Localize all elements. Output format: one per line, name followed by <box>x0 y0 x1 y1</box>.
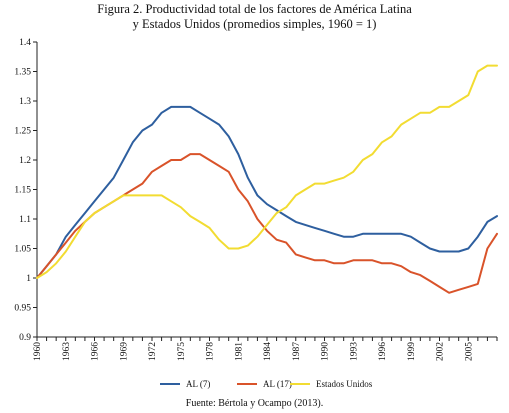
y-tick-label: 1.35 <box>14 68 31 78</box>
x-tick-label: 2002 <box>436 342 446 361</box>
x-tick-label: 1981 <box>234 342 244 361</box>
chart-title-line2: y Estados Unidos (promedios simples, 196… <box>132 17 377 31</box>
chart-axes: 0.9 0.95 1 1.05 1.1 1.15 1.2 1.25 1.3 1.35 1.4 1960… <box>14 38 498 361</box>
chart-legend: AL (7) AL (17) Estados Unidos <box>160 379 373 389</box>
x-tick-label: 1984 <box>263 342 273 361</box>
x-tick-label: 1978 <box>206 342 216 361</box>
series-line-al-7 <box>36 105 498 279</box>
x-tick-label: 1993 <box>349 342 359 361</box>
y-tick-label: 1.4 <box>19 38 31 48</box>
x-tick-label: 1972 <box>148 342 158 361</box>
x-tick-label: 1960 <box>33 342 43 361</box>
series-line-estados-unidos <box>36 64 498 279</box>
y-tick-label: 1.15 <box>14 186 31 196</box>
legend-label: Estados Unidos <box>316 379 373 389</box>
x-tick-label: 1999 <box>407 342 417 361</box>
x-tick-label: 1975 <box>177 342 187 361</box>
x-tick-label: 1963 <box>62 342 72 361</box>
legend-label: AL (17) <box>263 379 292 389</box>
x-tick-label: 1987 <box>292 342 302 361</box>
y-tick-label: 1.05 <box>14 245 31 255</box>
x-tick-label: 1969 <box>119 342 129 361</box>
y-tick-label: 1.1 <box>19 215 31 225</box>
y-tick-label: 1.2 <box>19 156 31 166</box>
legend-label: AL (7) <box>186 379 210 389</box>
x-tick-label: 1996 <box>378 342 388 361</box>
x-tick-label: 1990 <box>321 342 331 361</box>
y-tick-label: 0.95 <box>14 304 31 314</box>
y-tick-label: 1.3 <box>19 97 31 107</box>
chart-series-lines <box>36 64 498 294</box>
y-tick-label: 0.9 <box>19 333 31 343</box>
y-tick-label: 1.25 <box>14 127 31 137</box>
x-tick-label: 1966 <box>91 342 101 361</box>
x-tick-label: 2005 <box>464 342 474 361</box>
y-tick-label: 1 <box>26 274 31 284</box>
chart-source: Fuente: Bértola y Ocampo (2013). <box>185 398 324 409</box>
chart-title-line1: Figura 2. Productividad total de los fac… <box>97 2 412 16</box>
